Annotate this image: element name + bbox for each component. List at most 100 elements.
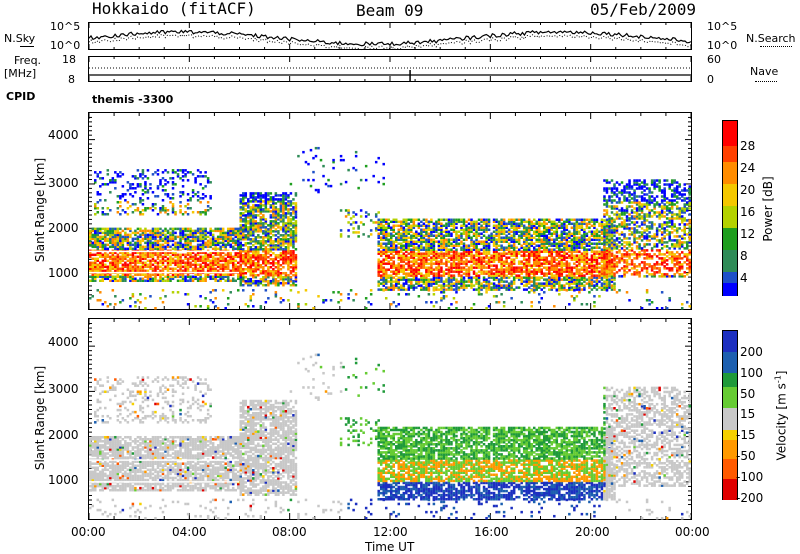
- velocity-cell: [287, 430, 290, 433]
- velocity-cell: [226, 448, 230, 451]
- velocity-y-tick-3000: 3000: [48, 382, 79, 396]
- power-cell: [294, 216, 298, 219]
- velocity-cell: [94, 412, 97, 416]
- velocity-cell: [201, 454, 205, 457]
- power-cell: [89, 239, 92, 243]
- power-cell: [101, 269, 105, 273]
- power-cell: [204, 231, 207, 235]
- power-cell: [239, 212, 242, 215]
- velocity-cell: [254, 430, 258, 433]
- power-cell: [149, 229, 152, 233]
- velocity-cell: [184, 435, 187, 439]
- power-cell: [164, 247, 167, 251]
- velocity-cell: [116, 444, 120, 447]
- power-cell: [254, 226, 258, 229]
- velocity-cell: [189, 460, 192, 463]
- power-cell: [206, 255, 210, 259]
- velocity-cell: [239, 469, 242, 472]
- power-cell: [267, 273, 270, 277]
- power-cell: [131, 175, 135, 178]
- velocity-cell: [209, 464, 212, 468]
- velocity-cell: [226, 450, 230, 453]
- power-cell: [111, 255, 115, 259]
- velocity-cell: [121, 474, 125, 478]
- velocity-cell: [171, 438, 175, 441]
- velocity-cell: [169, 476, 172, 480]
- power-cell: [226, 227, 230, 231]
- power-cell: [249, 250, 253, 253]
- velocity-cell: [164, 390, 167, 394]
- velocity-cell: [294, 473, 298, 476]
- power-cell: [149, 241, 152, 245]
- velocity-cell: [289, 407, 293, 411]
- power-cell: [124, 255, 127, 259]
- velocity-cell: [194, 456, 197, 459]
- velocity-cell: [199, 446, 202, 449]
- power-cell: [171, 231, 175, 235]
- velocity-cell: [186, 454, 190, 457]
- power-cell: [179, 257, 182, 261]
- velocity-cell: [191, 444, 195, 447]
- velocity-cell: [99, 446, 102, 449]
- velocity-cell: [194, 440, 197, 443]
- velocity-cell: [259, 489, 263, 492]
- velocity-cell: [262, 430, 265, 433]
- velocity-cell: [101, 488, 105, 492]
- power-cell: [267, 252, 270, 255]
- velocity-cell: [267, 438, 270, 441]
- power-cell: [239, 263, 242, 267]
- velocity-cell: [111, 470, 115, 474]
- velocity-cell: [272, 456, 275, 460]
- velocity-cell: [206, 462, 210, 465]
- velocity-cell: [282, 448, 285, 452]
- power-cell: [191, 267, 195, 271]
- velocity-cell: [262, 456, 265, 460]
- velocity-cell: [151, 462, 155, 465]
- power-cell: [94, 207, 97, 210]
- velocity-cell: [247, 407, 250, 411]
- velocity-cell: [279, 428, 283, 431]
- power-cell: [181, 227, 185, 231]
- velocity-cell: [289, 475, 293, 478]
- velocity-cell: [282, 432, 285, 435]
- velocity-cell: [211, 466, 215, 470]
- velocity-cell: [149, 472, 152, 476]
- x-tick-1: 04:00: [172, 525, 207, 539]
- velocity-cell: [149, 446, 152, 449]
- velocity-cell: [91, 442, 95, 445]
- power-cell: [226, 255, 230, 259]
- velocity-cell: [242, 399, 245, 403]
- power-cell: [204, 275, 207, 279]
- power-cell: [109, 267, 112, 271]
- velocity-cell: [184, 478, 187, 482]
- power-cell: [247, 228, 250, 231]
- velocity-cell: [149, 464, 152, 468]
- power-cell: [111, 229, 115, 233]
- power-cell: [186, 243, 190, 247]
- power-cell: [116, 259, 120, 263]
- velocity-cell: [239, 440, 242, 444]
- power-cell: [116, 201, 120, 204]
- velocity-cell: [264, 485, 268, 488]
- power-cell: [139, 251, 142, 255]
- power-cell: [267, 244, 270, 247]
- velocity-cell: [104, 444, 107, 447]
- velocity-cell: [189, 442, 192, 445]
- power-cell: [294, 220, 298, 223]
- power-cell: [131, 261, 135, 265]
- power-cell: [282, 224, 285, 227]
- velocity-cell: [254, 422, 258, 425]
- power-cell: [126, 239, 130, 243]
- power-cell: [211, 257, 215, 261]
- velocity-cell: [267, 456, 270, 460]
- velocity-cell: [269, 436, 273, 439]
- power-cell: [89, 229, 92, 233]
- power-cell: [156, 261, 160, 265]
- velocity-cell: [272, 452, 275, 456]
- power-cell: [279, 271, 283, 275]
- velocity-cell: [111, 488, 115, 492]
- velocity-cell: [236, 440, 240, 443]
- power-cell: [229, 239, 232, 243]
- power-cell: [161, 239, 165, 243]
- power-cell: [209, 267, 212, 271]
